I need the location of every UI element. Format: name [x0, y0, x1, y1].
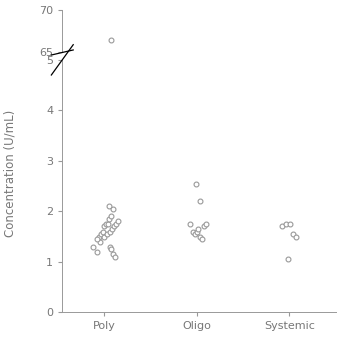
- Text: Concentration (U/mL): Concentration (U/mL): [4, 110, 17, 237]
